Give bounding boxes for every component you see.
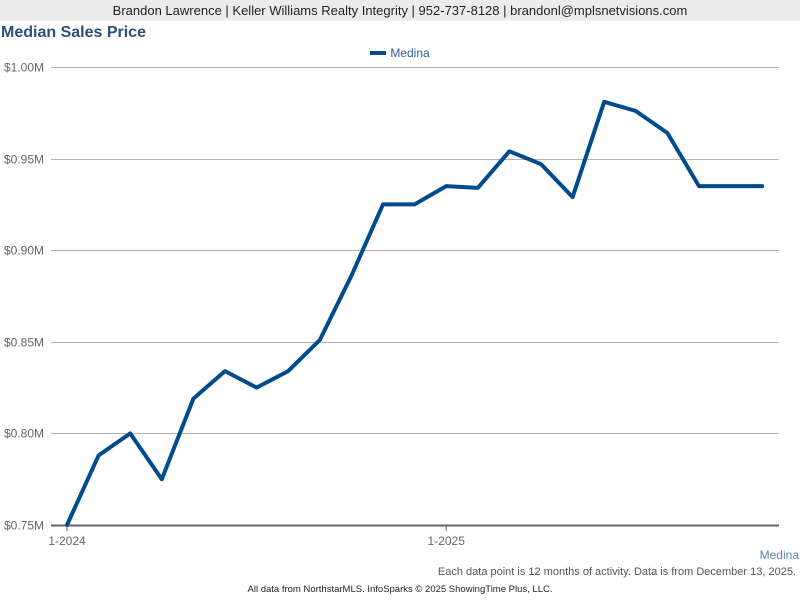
y-tick-label: $0.90M (4, 244, 44, 258)
legend-swatch-icon (370, 50, 387, 55)
chart-title: Median Sales Price (1, 24, 146, 41)
series-label: Medina (759, 548, 799, 562)
x-tick-label: 1-2024 (48, 534, 86, 548)
x-tick-label: 1-2025 (428, 534, 466, 548)
contact-header: Brandon Lawrence | Keller Williams Realt… (0, 0, 800, 21)
x-axis: 1-2024 1-2025 (48, 524, 779, 548)
y-tick-label: $0.75M (4, 519, 44, 533)
data-note: Each data point is 12 months of activity… (437, 566, 796, 578)
footer-attribution: All data from NorthstarMLS. InfoSparks ©… (247, 584, 553, 595)
legend-label: Medina (390, 46, 430, 60)
chart-legend[interactable]: Medina (0, 46, 800, 60)
y-tick-label: $0.95M (4, 153, 44, 167)
y-axis-labels: $0.75M $0.80M $0.85M $0.90M $0.95M $1.00M (4, 61, 44, 533)
y-tick-label: $1.00M (4, 61, 44, 75)
gridlines (51, 67, 779, 434)
y-tick-label: $0.80M (4, 427, 44, 441)
y-tick-label: $0.85M (4, 336, 44, 350)
series-line-medina[interactable] (65, 99, 765, 527)
